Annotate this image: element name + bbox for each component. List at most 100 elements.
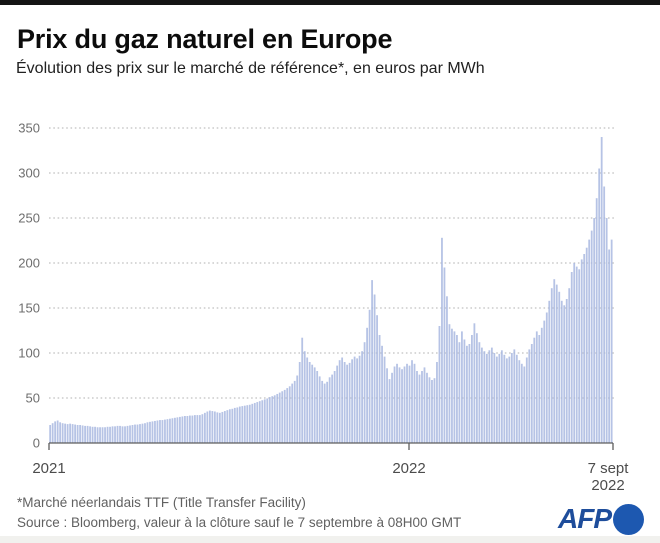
price-bar — [54, 421, 57, 443]
price-bar — [533, 337, 536, 443]
y-axis-label: 0 — [33, 436, 40, 451]
price-bar — [278, 392, 281, 443]
price-bar — [64, 423, 67, 443]
price-bar — [223, 411, 226, 443]
price-bar — [490, 347, 493, 443]
price-bar — [253, 402, 256, 443]
price-bar — [213, 411, 216, 443]
price-bar — [513, 349, 516, 443]
price-bar — [99, 427, 101, 443]
price-bar — [401, 369, 403, 443]
price-bar — [301, 337, 304, 443]
price-bar — [588, 239, 591, 443]
price-bar — [89, 426, 91, 443]
price-bar — [413, 363, 416, 443]
price-bar — [433, 378, 436, 443]
price-bar — [543, 320, 546, 443]
price-bar — [336, 365, 339, 443]
price-bar — [296, 375, 299, 443]
price-bar — [116, 425, 119, 443]
price-bar — [323, 383, 326, 443]
y-axis-label: 300 — [18, 166, 40, 181]
price-bar — [61, 423, 64, 443]
price-bar — [266, 398, 269, 443]
price-bar — [456, 335, 458, 443]
price-bar — [383, 356, 386, 443]
price-bar — [525, 357, 528, 443]
price-bar — [555, 284, 558, 443]
price-bar — [246, 405, 249, 443]
price-bar — [268, 397, 271, 443]
price-bar — [510, 353, 513, 443]
price-bar — [109, 426, 111, 443]
price-bar — [403, 366, 406, 443]
price-bar — [306, 357, 309, 443]
price-bar — [106, 426, 109, 443]
price-bar — [201, 414, 204, 443]
price-bar — [326, 381, 329, 443]
price-bar — [518, 360, 521, 443]
price-bar — [141, 423, 144, 443]
price-bar — [184, 416, 186, 443]
price-bar — [233, 407, 236, 443]
price-bar — [131, 425, 134, 443]
price-bar — [553, 279, 556, 443]
price-bar — [256, 402, 259, 443]
price-bar — [560, 300, 563, 443]
price-bar — [515, 354, 518, 443]
price-bar — [328, 377, 331, 443]
price-bar — [480, 347, 483, 443]
price-bar — [198, 415, 201, 443]
price-bar — [179, 416, 181, 443]
price-bar — [353, 356, 356, 443]
price-bar — [124, 426, 126, 443]
price-bar — [174, 417, 176, 443]
y-axis-label: 50 — [26, 391, 40, 406]
price-bar — [76, 425, 79, 443]
price-bar — [86, 425, 89, 443]
afp-logo: AFP — [558, 501, 644, 537]
price-bar — [538, 335, 541, 443]
price-bar — [56, 420, 59, 443]
price-bar — [243, 405, 246, 443]
price-bar — [276, 393, 279, 443]
price-bar — [154, 420, 156, 443]
price-bar — [156, 420, 159, 443]
price-bar — [341, 357, 344, 443]
price-bar — [463, 339, 466, 443]
price-bar — [368, 309, 371, 443]
price-bar — [186, 416, 189, 443]
price-bar — [216, 412, 219, 443]
price-bar — [416, 371, 418, 443]
price-bar — [605, 218, 608, 443]
afp-logo-text: AFP — [558, 503, 612, 534]
price-bar — [593, 218, 596, 443]
price-bar — [495, 356, 498, 443]
price-bar — [49, 425, 52, 443]
price-bar — [363, 342, 366, 443]
chart-footnote: *Marché néerlandais TTF (Title Transfer … — [17, 495, 306, 510]
price-bar — [104, 427, 106, 443]
price-bar — [426, 372, 428, 443]
price-bar — [485, 353, 488, 443]
price-bar — [600, 137, 603, 443]
price-bar — [451, 328, 453, 443]
price-bar — [286, 388, 289, 443]
price-bar — [203, 412, 206, 443]
price-bar — [101, 427, 104, 443]
price-bar — [431, 380, 433, 443]
price-bar — [263, 399, 266, 443]
price-bar — [251, 403, 254, 443]
price-bar — [94, 426, 96, 443]
price-bar — [453, 331, 456, 443]
price-bar — [351, 359, 354, 443]
price-bar — [291, 383, 294, 443]
price-bar — [283, 389, 286, 443]
price-bar — [346, 364, 349, 443]
price-bar — [608, 249, 611, 443]
price-bar — [74, 424, 77, 443]
price-bar — [193, 415, 196, 443]
price-bar — [398, 367, 401, 443]
